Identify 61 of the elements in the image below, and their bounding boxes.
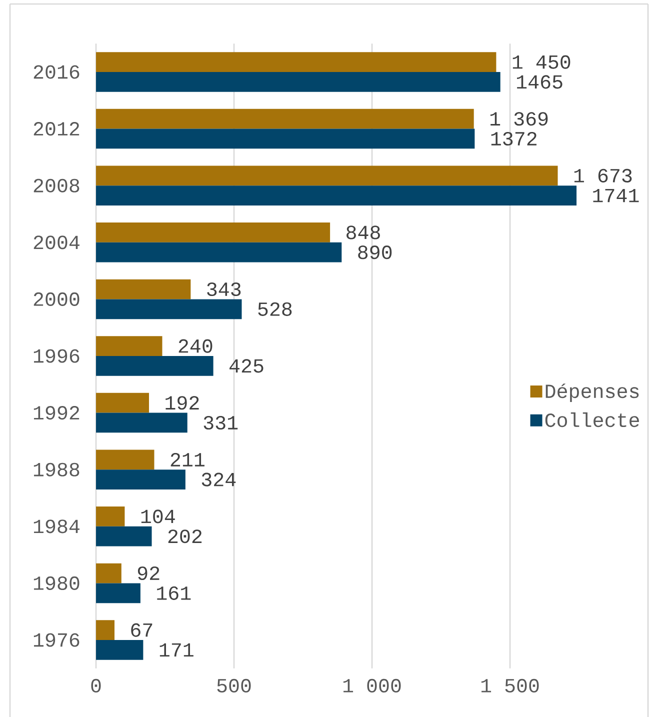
data-label: 202 [168,530,202,544]
y-tick-label: 2016 [34,65,80,79]
data-label: 528 [258,302,292,316]
x-tick-label: 500 [217,678,251,693]
data-label: 161 [157,586,191,600]
data-label: 104 [141,510,175,524]
data-label: 331 [204,416,238,430]
data-label: 171 [160,643,194,657]
y-tick-label: 2008 [34,178,80,192]
y-tick-label: 1992 [34,406,80,420]
data-label: 425 [230,359,264,373]
bar [96,470,186,490]
bar [96,279,191,300]
y-tick-label: 1984 [34,520,80,534]
data-label: 848 [346,226,380,240]
bar [96,186,577,206]
bar [96,563,122,584]
data-label: 240 [178,339,212,353]
data-label: 324 [202,472,236,486]
y-tick-label: 2000 [34,292,80,306]
data-label: 92 [138,566,160,580]
bar [96,450,154,470]
bar [96,52,496,72]
y-tick-label: 2012 [34,122,80,136]
legend-label: Collecte [545,412,639,428]
bar [96,526,152,546]
y-tick-label: 1996 [34,349,80,363]
data-label: 1 450 [512,55,570,69]
data-label: 1465 [516,75,562,89]
bar [96,620,114,640]
bar [96,128,475,149]
bar [96,506,125,526]
data-label: 1741 [593,188,639,202]
bar [96,412,188,433]
bar [96,356,214,376]
data-label: 67 [131,623,152,637]
bar [96,640,144,660]
bar [96,583,140,604]
data-label: 192 [166,396,199,410]
x-tick-label: 1 500 [481,678,539,693]
bar [96,299,242,320]
data-label: 890 [358,246,392,260]
legend-label: Dépenses [546,384,639,402]
data-label: 1 673 [574,168,632,182]
x-tick-label: 1 000 [343,678,401,693]
data-label: 211 [170,452,204,466]
bar [96,108,474,129]
x-tick-label: 0 [91,678,101,693]
data-label: 1 369 [490,112,548,126]
bar [96,222,330,242]
bar [96,72,500,92]
y-tick-label: 2004 [34,236,80,250]
data-label: 1372 [491,132,536,146]
y-tick-label: 1980 [34,576,80,590]
data-label: 343 [207,282,241,296]
bar [96,166,558,186]
y-tick-label: 1988 [34,462,80,476]
bar [96,336,162,356]
bar [96,242,342,262]
bar [96,392,149,413]
y-tick-label: 1976 [34,633,80,647]
